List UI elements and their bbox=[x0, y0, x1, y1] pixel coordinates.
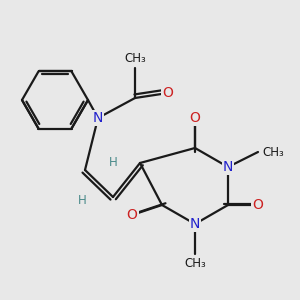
Text: O: O bbox=[190, 111, 200, 125]
Text: O: O bbox=[127, 208, 137, 222]
Text: O: O bbox=[163, 86, 173, 100]
Text: N: N bbox=[190, 217, 200, 231]
Text: N: N bbox=[223, 160, 233, 174]
Text: N: N bbox=[93, 111, 103, 125]
Text: H: H bbox=[78, 194, 86, 206]
Text: CH₃: CH₃ bbox=[124, 52, 146, 65]
Text: CH₃: CH₃ bbox=[262, 146, 284, 158]
Text: O: O bbox=[253, 198, 263, 212]
Text: H: H bbox=[109, 155, 117, 169]
Text: CH₃: CH₃ bbox=[184, 257, 206, 270]
